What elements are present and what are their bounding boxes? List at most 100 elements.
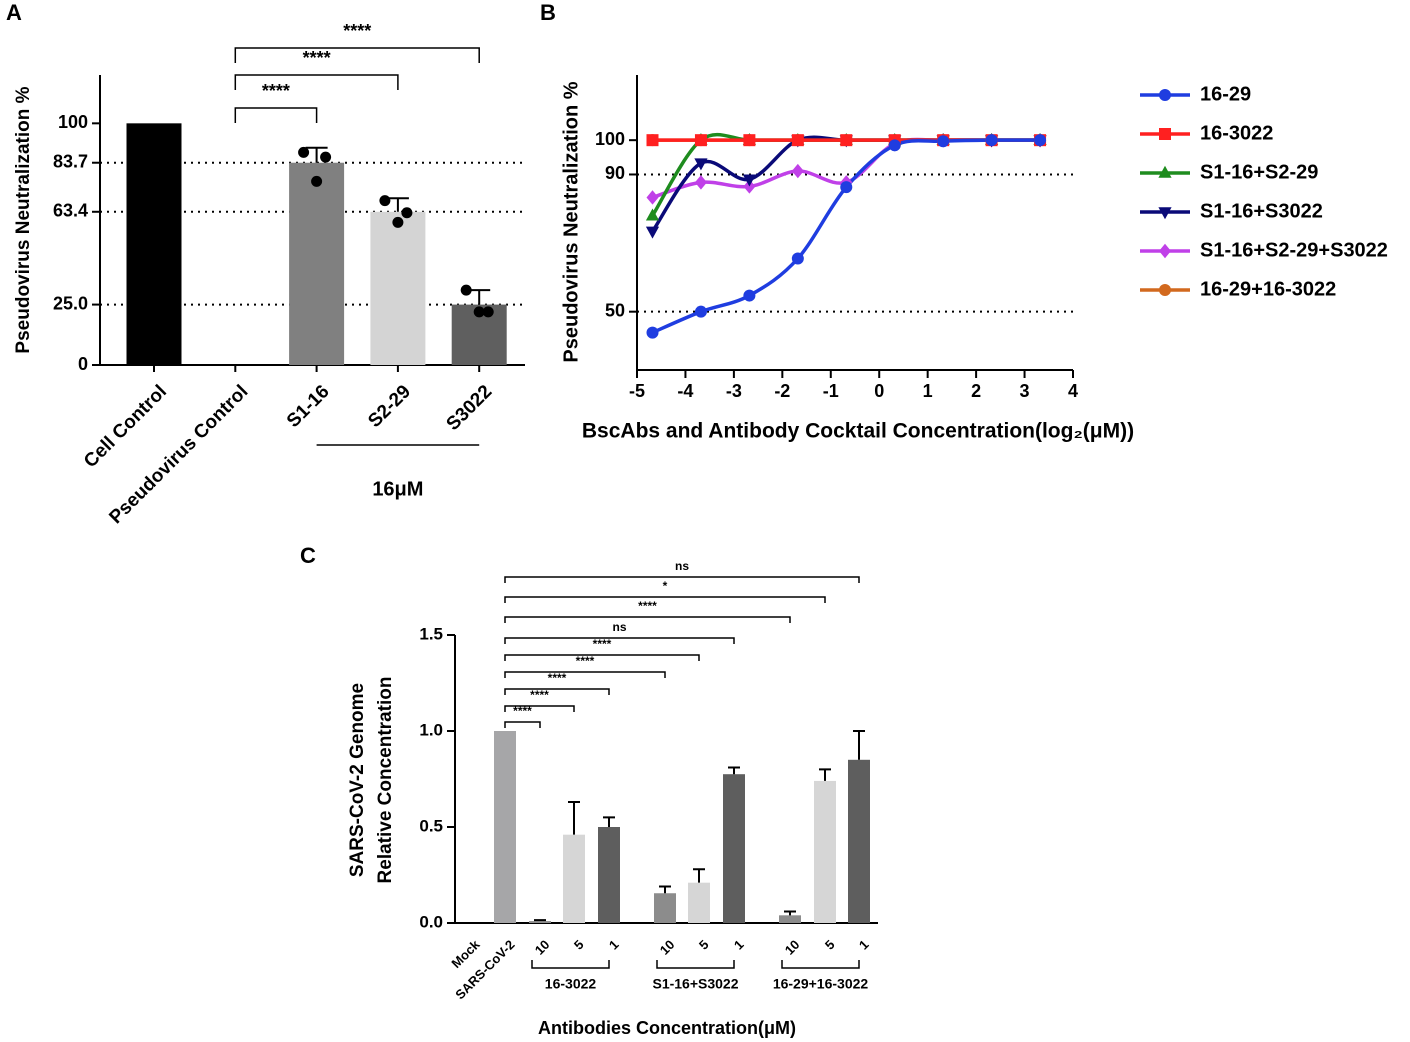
error-bar xyxy=(693,868,705,883)
group-bracket xyxy=(531,960,610,969)
marker xyxy=(1159,128,1171,140)
marker xyxy=(1034,134,1047,147)
marker xyxy=(645,208,660,221)
significance-label: **** xyxy=(638,599,657,613)
x-tick-label: -3 xyxy=(726,381,742,401)
y-axis-title: Relative Concentration xyxy=(375,677,396,884)
data-point xyxy=(401,207,413,219)
marker xyxy=(743,179,756,194)
panel-label: A xyxy=(6,0,22,25)
legend-label: 16-29 xyxy=(1200,83,1251,105)
marker xyxy=(1159,284,1171,296)
significance-label: **** xyxy=(262,81,290,101)
marker xyxy=(742,174,756,187)
significance-label: ns xyxy=(612,620,626,634)
marker xyxy=(743,134,756,147)
error-bar xyxy=(819,768,831,781)
significance-bracket xyxy=(504,671,666,678)
group-bracket xyxy=(656,960,735,969)
marker xyxy=(1159,89,1171,101)
error-bar xyxy=(305,146,328,163)
marker xyxy=(791,252,804,265)
marker xyxy=(1158,207,1172,220)
y-tick-label: 1.5 xyxy=(419,624,443,643)
marker xyxy=(743,289,756,302)
bar xyxy=(598,827,620,923)
marker xyxy=(840,134,853,147)
error-bar xyxy=(659,885,671,894)
bar xyxy=(494,731,516,923)
x-tick-label: 1 xyxy=(923,381,933,401)
data-point xyxy=(473,306,485,318)
panel-label: C xyxy=(300,543,316,568)
marker xyxy=(840,181,853,194)
data-point xyxy=(392,216,404,228)
bar xyxy=(688,882,710,923)
marker xyxy=(694,175,707,190)
bar xyxy=(723,774,745,923)
significance-label: * xyxy=(663,579,668,593)
significance-label: **** xyxy=(303,48,331,68)
y-tick-label: 0 xyxy=(78,354,88,374)
bar xyxy=(654,893,676,923)
marker xyxy=(1158,165,1172,178)
significance-label: **** xyxy=(548,671,567,685)
marker xyxy=(791,134,804,147)
x-axis-title: Antibodies Concentration(μM) xyxy=(538,1018,796,1038)
x-tick-label: -5 xyxy=(629,381,645,401)
y-tick-label: 0.5 xyxy=(419,816,443,835)
y-tick-label: 25.0 xyxy=(53,293,88,313)
y-tick-label: 50 xyxy=(605,300,625,320)
error-bar xyxy=(534,919,546,922)
data-point xyxy=(311,175,323,187)
x-tick-label: -4 xyxy=(677,381,693,401)
legend-label: S1-16+S3022 xyxy=(1200,200,1323,222)
significance-bracket xyxy=(504,576,860,583)
significance-label: **** xyxy=(576,654,595,668)
data-point xyxy=(320,151,332,163)
legend-label: 16-3022 xyxy=(1200,122,1273,144)
bar xyxy=(848,759,870,923)
significance-bracket xyxy=(234,107,318,123)
significance-bracket xyxy=(504,637,735,644)
marker xyxy=(646,190,659,205)
significance-label: **** xyxy=(513,704,532,718)
error-bar xyxy=(386,197,409,212)
significance-label: **** xyxy=(343,21,371,41)
y-tick-label: 0.0 xyxy=(419,912,443,931)
data-point xyxy=(379,195,391,207)
y-axis-title: Pseudovirus Neutralization % xyxy=(13,86,34,353)
significance-bracket xyxy=(504,688,610,695)
x-tick-label: 2 xyxy=(971,381,981,401)
marker xyxy=(646,326,659,339)
y-tick-label: 63.4 xyxy=(53,201,88,221)
bar xyxy=(289,162,345,365)
marker xyxy=(694,134,707,147)
significance-bracket xyxy=(504,654,700,661)
error-bar xyxy=(468,289,491,305)
error-bar xyxy=(784,910,796,916)
significance-bracket xyxy=(504,721,541,728)
marker xyxy=(791,163,804,179)
marker xyxy=(694,305,707,318)
significance-bracket xyxy=(504,705,575,712)
bar xyxy=(126,123,182,365)
data-point xyxy=(298,146,310,158)
error-bar xyxy=(728,766,740,775)
y-tick-label: 100 xyxy=(595,129,625,149)
marker xyxy=(985,134,998,147)
legend-label: 16-29+16-3022 xyxy=(1200,278,1336,300)
marker xyxy=(1159,243,1171,259)
marker xyxy=(937,135,950,148)
significance-label: **** xyxy=(593,637,612,651)
y-tick-label: 83.7 xyxy=(53,151,88,171)
marker xyxy=(694,158,708,171)
legend-label: S1-16+S2-29 xyxy=(1200,161,1318,183)
significance-bracket xyxy=(234,47,480,63)
marker xyxy=(888,139,901,152)
error-bar xyxy=(568,801,580,835)
x-axis-title: BscAbs and Antibody Cocktail Concentrati… xyxy=(582,420,1134,443)
bar xyxy=(529,921,551,923)
error-bar xyxy=(853,730,865,760)
